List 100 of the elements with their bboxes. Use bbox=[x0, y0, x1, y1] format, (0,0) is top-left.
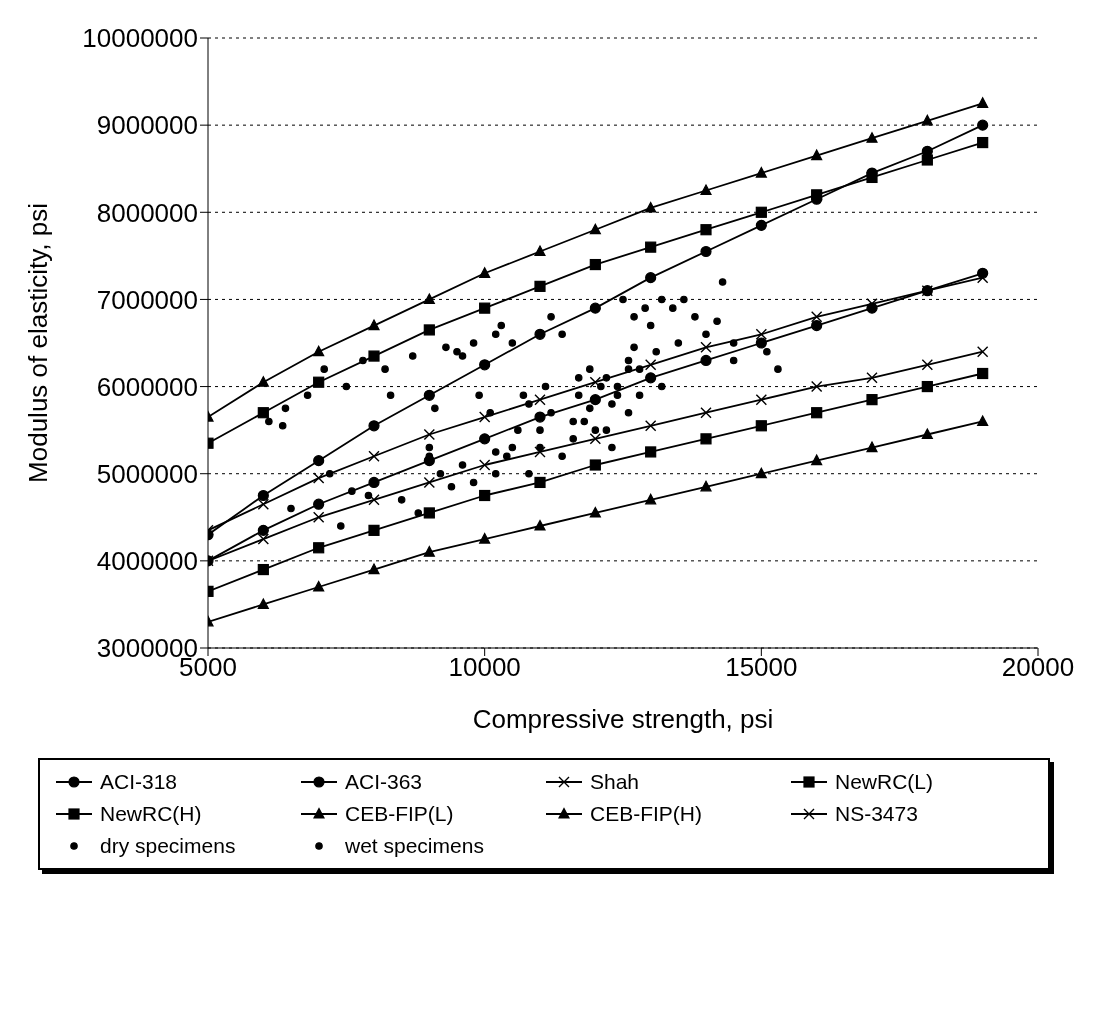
point bbox=[525, 469, 533, 478]
point bbox=[755, 328, 768, 340]
point bbox=[630, 343, 638, 352]
point bbox=[368, 476, 380, 489]
point bbox=[589, 376, 602, 388]
point bbox=[257, 563, 269, 576]
y-tick-label: 5000000 bbox=[96, 458, 198, 489]
point bbox=[589, 302, 601, 314]
point bbox=[589, 433, 602, 445]
point bbox=[368, 420, 380, 432]
point bbox=[574, 374, 583, 382]
point bbox=[423, 389, 435, 401]
legend-label: ACI-318 bbox=[100, 770, 178, 794]
point bbox=[921, 154, 933, 166]
point bbox=[976, 271, 989, 284]
point bbox=[644, 359, 657, 371]
point bbox=[700, 354, 712, 367]
point bbox=[700, 184, 712, 196]
point bbox=[303, 391, 312, 400]
point bbox=[589, 506, 601, 518]
point bbox=[257, 498, 270, 510]
point bbox=[645, 446, 657, 458]
point bbox=[431, 404, 439, 413]
point bbox=[447, 482, 456, 491]
point bbox=[257, 376, 269, 387]
point bbox=[368, 319, 380, 331]
point bbox=[469, 478, 478, 487]
point bbox=[257, 524, 269, 536]
point bbox=[608, 400, 616, 408]
point bbox=[313, 580, 325, 592]
point bbox=[534, 476, 546, 489]
point bbox=[977, 367, 989, 380]
point bbox=[976, 346, 989, 358]
point bbox=[534, 446, 546, 458]
point bbox=[558, 330, 566, 339]
point bbox=[312, 472, 325, 484]
x-tick-label: 10000 bbox=[448, 652, 521, 683]
point bbox=[763, 347, 771, 356]
point bbox=[624, 356, 633, 365]
legend-label: NewRC(H) bbox=[100, 802, 202, 826]
point bbox=[397, 496, 406, 504]
point bbox=[534, 328, 546, 340]
point bbox=[619, 295, 627, 304]
point bbox=[436, 469, 445, 478]
point bbox=[491, 469, 500, 478]
point bbox=[458, 352, 467, 360]
point bbox=[866, 372, 878, 384]
legend-label: Shah bbox=[590, 770, 640, 794]
point bbox=[541, 382, 550, 391]
point bbox=[265, 417, 273, 426]
point bbox=[479, 433, 491, 445]
point bbox=[755, 206, 767, 218]
point bbox=[602, 374, 611, 382]
point bbox=[691, 313, 699, 321]
legend-label: wet specimens bbox=[345, 834, 484, 858]
point bbox=[423, 476, 436, 489]
point bbox=[613, 382, 622, 391]
point bbox=[811, 319, 823, 332]
point bbox=[597, 382, 605, 391]
point bbox=[580, 417, 589, 426]
point bbox=[866, 441, 878, 453]
point bbox=[729, 356, 738, 365]
point bbox=[368, 450, 380, 462]
legend-label: ACI-363 bbox=[345, 770, 423, 794]
point bbox=[586, 404, 594, 413]
y-axis-title: Modulus of elasticity, psi bbox=[23, 203, 54, 483]
point bbox=[591, 426, 600, 434]
point bbox=[458, 461, 467, 469]
point bbox=[475, 391, 483, 400]
point bbox=[608, 443, 616, 452]
point bbox=[486, 408, 494, 417]
point bbox=[700, 480, 712, 492]
point bbox=[977, 119, 989, 131]
point bbox=[287, 504, 295, 513]
point bbox=[810, 380, 823, 393]
point bbox=[645, 372, 657, 384]
point bbox=[547, 313, 555, 321]
point bbox=[423, 428, 436, 441]
legend-label: CEB-FIP(H) bbox=[590, 802, 702, 826]
y-tick-label: 9000000 bbox=[96, 110, 198, 141]
point bbox=[368, 350, 380, 362]
point bbox=[652, 347, 660, 356]
point bbox=[589, 223, 601, 235]
point bbox=[313, 345, 325, 357]
point bbox=[657, 382, 666, 391]
point bbox=[381, 365, 389, 373]
point bbox=[508, 443, 517, 452]
y-tick-label: 7000000 bbox=[96, 284, 198, 315]
point bbox=[534, 411, 546, 423]
point bbox=[281, 404, 290, 413]
point bbox=[700, 341, 712, 354]
y-tick-label: 8000000 bbox=[96, 197, 198, 228]
point bbox=[810, 311, 823, 323]
point bbox=[657, 295, 666, 304]
point bbox=[478, 411, 491, 423]
point bbox=[977, 136, 989, 149]
point bbox=[866, 394, 878, 406]
point bbox=[534, 519, 546, 531]
point bbox=[755, 467, 767, 479]
point bbox=[718, 278, 727, 286]
